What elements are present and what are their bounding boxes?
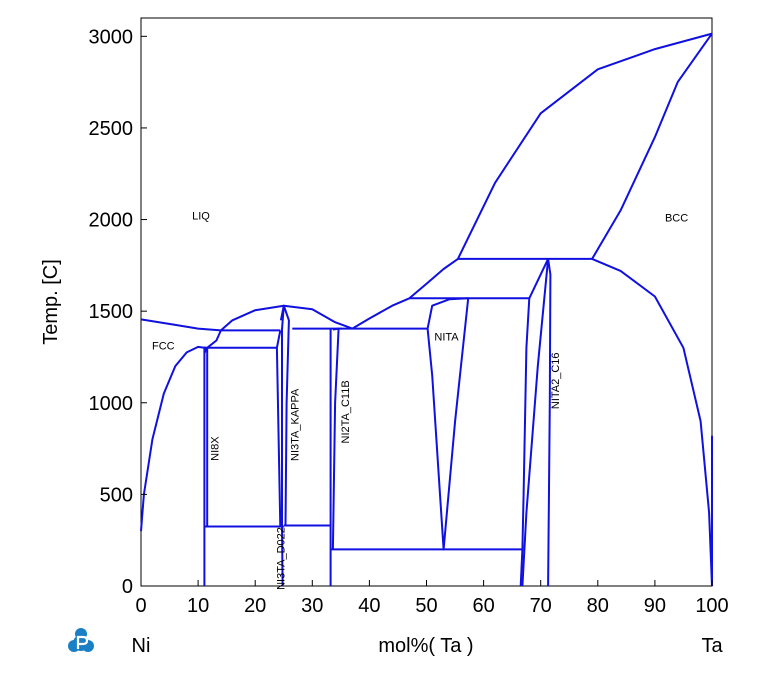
phase-label-ni2ta-c11b: NI2TA_C11B [340, 380, 352, 443]
phase-label-ni3ta-kappa: NI3TA_KAPPA [290, 388, 302, 461]
phase-boundary-21 [279, 304, 285, 587]
phase-boundary-4 [220, 304, 353, 332]
phase-boundary-8 [591, 33, 713, 260]
y-tick-label: 2500 [89, 118, 134, 140]
x-tick-label: 90 [644, 595, 666, 617]
phase-boundary-0 [140, 318, 221, 332]
x-tick-label: 0 [135, 595, 146, 617]
x-axis-label: mol%( Ta ) [378, 635, 473, 657]
phase-boundary-30 [521, 258, 550, 587]
x-tick-label: 30 [301, 595, 323, 617]
x-tick-label: 100 [695, 595, 728, 617]
x-tick-label: 80 [587, 595, 609, 617]
phase-boundary-6 [408, 258, 459, 300]
phase-boundary-26 [426, 297, 469, 329]
phase-label-ni8x: NI8X [210, 436, 222, 461]
x-tick-label: 20 [244, 595, 266, 617]
phase-labels: LIQ BCC FCC NITA NI8X NI3TA_KAPPA NI2TA_C11B NI… [152, 211, 688, 590]
y-axis-ticks: 0 500 1000 1500 2000 2500 3000 [89, 26, 147, 598]
x-tick-label: 70 [530, 595, 552, 617]
p-logo-icon [68, 628, 94, 652]
phase-boundary-5 [351, 297, 410, 330]
y-tick-label: 1500 [89, 301, 134, 323]
phase-label-nita: NITA [434, 332, 459, 344]
plot-area [140, 17, 713, 587]
phase-boundary-20 [275, 330, 282, 527]
x-tick-label: 60 [472, 595, 494, 617]
x-tick-label: 10 [187, 595, 209, 617]
phase-boundary-27 [426, 298, 470, 551]
left-endpoint-label: Ni [132, 635, 151, 657]
phase-boundary-1 [140, 345, 205, 532]
phase-boundary-curves [140, 32, 713, 587]
y-tick-label: 3000 [89, 26, 134, 48]
phase-boundary-9 [591, 257, 713, 587]
phase-label-fcc: FCC [152, 341, 175, 353]
y-tick-label: 0 [122, 576, 133, 598]
phase-label-bcc: BCC [665, 212, 688, 224]
phase-label-nita2-c16: NITA2_C16 [550, 352, 562, 409]
phase-boundary-22 [282, 305, 290, 526]
y-axis-label: Temp. [C] [40, 259, 62, 345]
phase-boundary-3 [206, 329, 222, 349]
right-endpoint-label: Ta [701, 635, 723, 657]
y-tick-label: 500 [100, 484, 133, 506]
y-tick-label: 2000 [89, 210, 134, 232]
x-tick-label: 50 [415, 595, 437, 617]
x-axis-ticks: 0 10 20 30 40 50 60 70 80 90 100 [135, 580, 729, 617]
phase-boundary-7 [457, 32, 713, 260]
phase-label-liq: LIQ [192, 211, 210, 223]
phase-boundary-24 [331, 327, 340, 550]
phase-label-ni3ta-d022: NI3TA_D022 [275, 527, 287, 590]
phase-boundary-29 [528, 258, 550, 299]
phase-boundary-31 [547, 258, 552, 587]
x-tick-label: 40 [358, 595, 380, 617]
y-tick-label: 1000 [89, 393, 134, 415]
phase-boundary-28 [519, 298, 531, 587]
